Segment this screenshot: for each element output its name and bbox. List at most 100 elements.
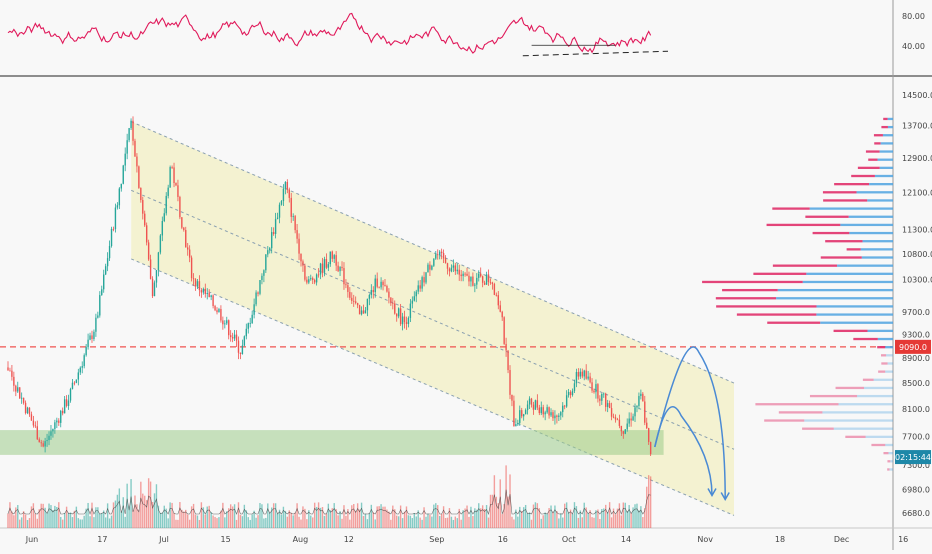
candle-body[interactable] xyxy=(646,422,648,429)
candle-body[interactable] xyxy=(464,273,466,275)
candle-body[interactable] xyxy=(470,276,472,282)
candle-body[interactable] xyxy=(474,284,476,286)
candle-body[interactable] xyxy=(429,264,431,270)
candle-body[interactable] xyxy=(544,412,546,415)
candle-body[interactable] xyxy=(284,181,287,189)
candle-body[interactable] xyxy=(261,275,263,281)
rsi-line[interactable] xyxy=(7,12,652,54)
candle-body[interactable] xyxy=(491,282,494,284)
channel-mid-line[interactable] xyxy=(131,189,735,450)
candle-body[interactable] xyxy=(632,416,634,421)
candle-body[interactable] xyxy=(612,416,615,418)
candle-body[interactable] xyxy=(292,216,294,217)
candle-body[interactable] xyxy=(515,424,517,427)
candle-body[interactable] xyxy=(249,323,251,324)
candle-body[interactable] xyxy=(390,297,392,304)
candle-body[interactable] xyxy=(206,292,208,294)
candle-body[interactable] xyxy=(104,266,107,275)
candle-body[interactable] xyxy=(265,254,267,271)
candle-body[interactable] xyxy=(79,367,81,373)
candle-body[interactable] xyxy=(446,263,449,269)
candle-body[interactable] xyxy=(149,259,152,279)
candle-body[interactable] xyxy=(60,410,62,423)
candle-body[interactable] xyxy=(15,385,17,392)
candle-body[interactable] xyxy=(388,291,390,298)
candle-body[interactable] xyxy=(634,407,636,417)
candle-body[interactable] xyxy=(511,394,513,401)
candle-body[interactable] xyxy=(255,292,257,305)
candle-body[interactable] xyxy=(546,407,548,413)
candle-body[interactable] xyxy=(472,276,474,286)
candle-body[interactable] xyxy=(163,213,165,222)
candle-body[interactable] xyxy=(22,397,25,403)
channel-upper-line[interactable] xyxy=(131,121,735,384)
candle-body[interactable] xyxy=(110,228,113,247)
candle-body[interactable] xyxy=(257,292,259,294)
rsi-trendline[interactable] xyxy=(522,50,669,57)
candle-body[interactable] xyxy=(210,295,212,298)
candle-body[interactable] xyxy=(448,268,451,272)
candle-body[interactable] xyxy=(399,308,402,325)
candle-body[interactable] xyxy=(263,270,265,276)
candle-body[interactable] xyxy=(302,261,304,266)
candle-body[interactable] xyxy=(571,390,574,396)
candle-body[interactable] xyxy=(409,303,412,318)
candle-body[interactable] xyxy=(564,405,566,407)
candle-body[interactable] xyxy=(616,419,619,421)
candle-body[interactable] xyxy=(32,420,35,426)
candle-body[interactable] xyxy=(599,398,601,401)
candle-body[interactable] xyxy=(589,376,591,383)
projection-arrow-1[interactable] xyxy=(654,346,726,500)
candle-body[interactable] xyxy=(247,323,249,329)
candle-body[interactable] xyxy=(626,423,628,430)
candle-body[interactable] xyxy=(614,417,617,420)
candle-body[interactable] xyxy=(286,181,289,190)
candle-body[interactable] xyxy=(583,370,585,377)
candle-body[interactable] xyxy=(565,395,568,407)
candle-body[interactable] xyxy=(103,274,105,290)
candle-body[interactable] xyxy=(24,402,27,414)
candle-body[interactable] xyxy=(573,383,576,391)
candle-body[interactable] xyxy=(487,274,490,283)
candle-body[interactable] xyxy=(220,309,222,321)
candle-body[interactable] xyxy=(392,303,394,304)
candle-body[interactable] xyxy=(372,290,374,293)
candle-body[interactable] xyxy=(421,277,423,289)
candle-body[interactable] xyxy=(26,407,29,414)
candle-body[interactable] xyxy=(153,282,156,297)
candle-body[interactable] xyxy=(228,320,230,336)
candle-body[interactable] xyxy=(444,258,447,264)
candle-body[interactable] xyxy=(34,425,37,427)
channel-lower-line[interactable] xyxy=(131,258,735,516)
candle-body[interactable] xyxy=(235,334,238,341)
candle-body[interactable] xyxy=(144,213,146,226)
candle-body[interactable] xyxy=(605,393,607,407)
candle-body[interactable] xyxy=(50,431,52,436)
candle-body[interactable] xyxy=(370,290,373,295)
candle-body[interactable] xyxy=(300,253,302,262)
candle-body[interactable] xyxy=(142,200,144,214)
candle-body[interactable] xyxy=(298,238,300,254)
candle-body[interactable] xyxy=(65,399,68,406)
candle-body[interactable] xyxy=(317,274,320,276)
candle-body[interactable] xyxy=(130,120,132,129)
candle-body[interactable] xyxy=(75,379,78,383)
candle-body[interactable] xyxy=(438,251,441,256)
candle-body[interactable] xyxy=(466,273,468,276)
candle-body[interactable] xyxy=(362,310,365,314)
candle-body[interactable] xyxy=(618,419,621,426)
candle-body[interactable] xyxy=(380,281,382,288)
candle-body[interactable] xyxy=(188,249,191,258)
candle-body[interactable] xyxy=(208,292,210,298)
candle-body[interactable] xyxy=(435,254,437,259)
candle-body[interactable] xyxy=(556,415,558,418)
candle-body[interactable] xyxy=(341,266,343,269)
candle-body[interactable] xyxy=(437,254,439,256)
candle-body[interactable] xyxy=(36,426,38,440)
candle-body[interactable] xyxy=(608,403,611,409)
candle-body[interactable] xyxy=(495,294,498,296)
candle-body[interactable] xyxy=(374,278,376,293)
candle-body[interactable] xyxy=(46,440,48,442)
candle-body[interactable] xyxy=(13,376,15,386)
candle-body[interactable] xyxy=(454,265,457,272)
